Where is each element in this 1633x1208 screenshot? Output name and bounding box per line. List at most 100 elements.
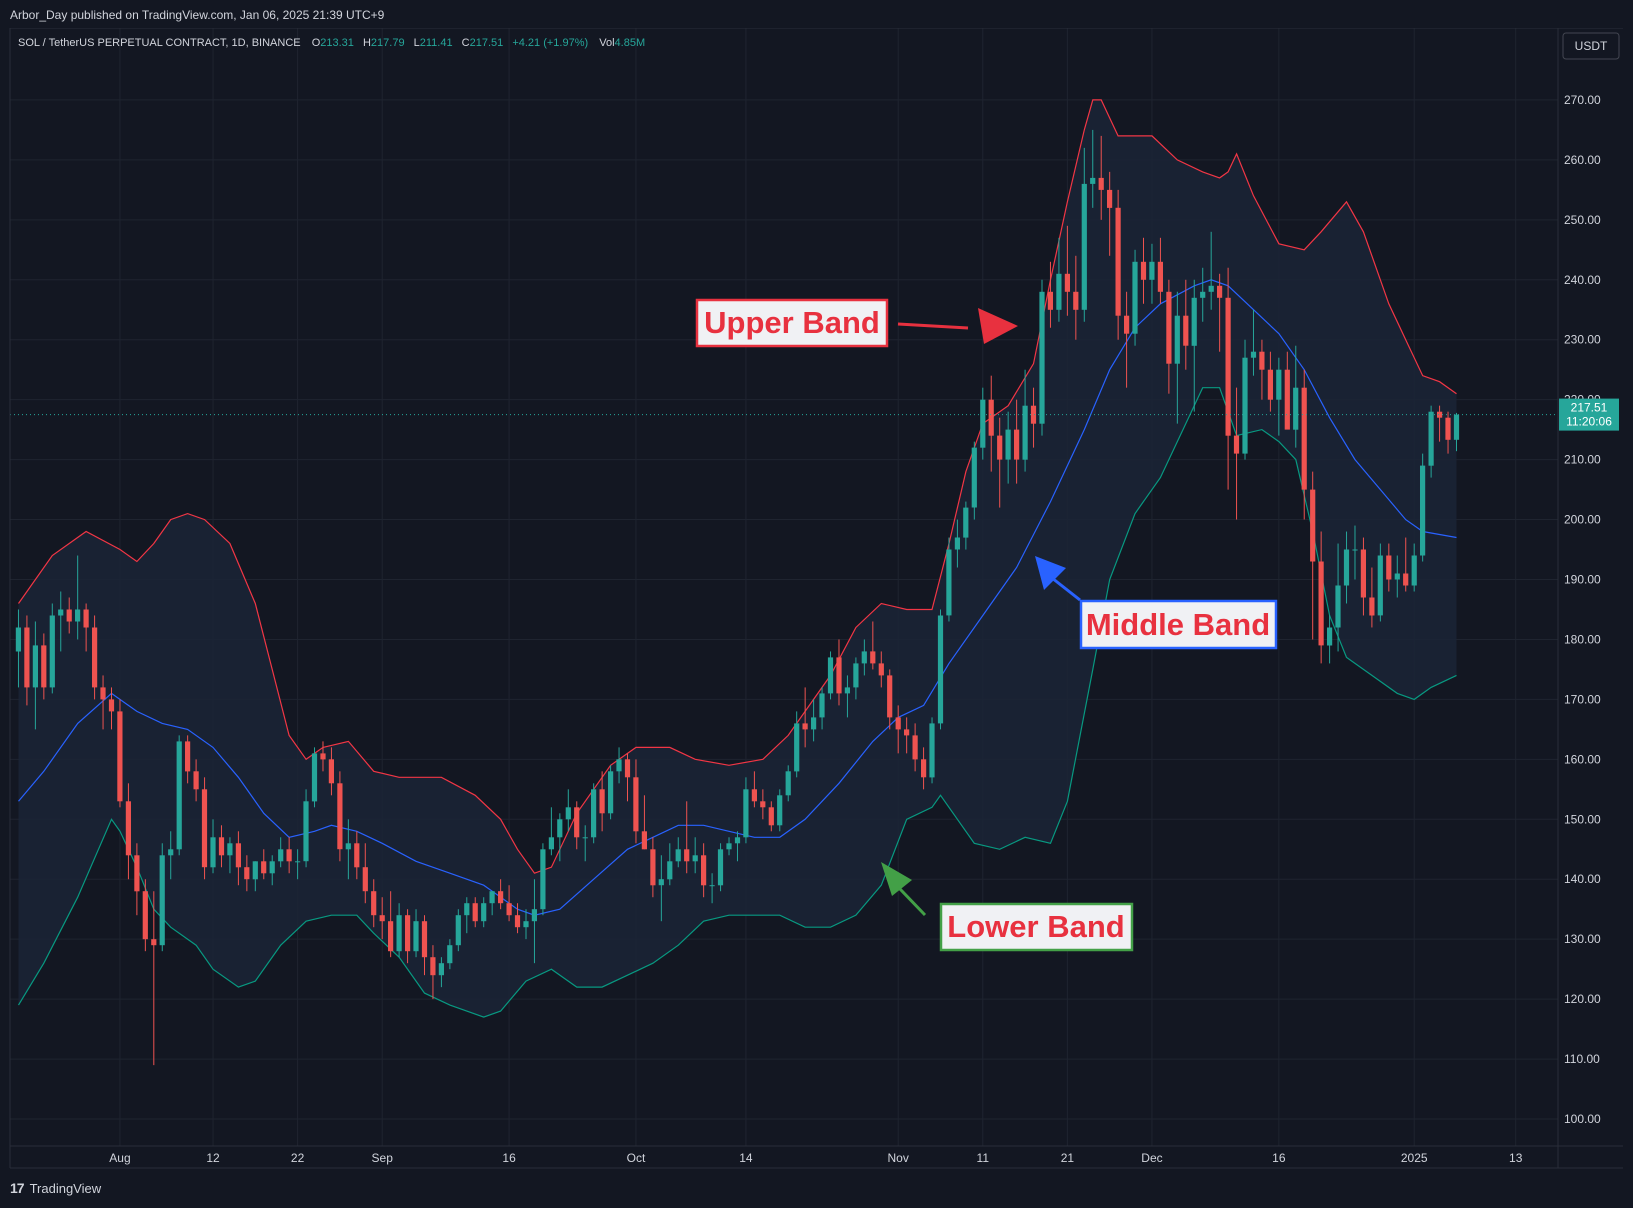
- candle-body: [887, 675, 893, 718]
- candle: [1132, 249, 1138, 346]
- candle: [574, 801, 580, 850]
- candle: [252, 861, 258, 892]
- time-tick-label: Dec: [1141, 1151, 1162, 1165]
- time-tick-label: 22: [291, 1151, 305, 1165]
- candle-body: [252, 861, 258, 880]
- candle-body: [523, 921, 529, 928]
- price-tick-label: 160.00: [1564, 752, 1601, 766]
- candle: [49, 603, 55, 694]
- candle-body: [760, 801, 766, 808]
- low-label: L: [414, 37, 420, 49]
- candle: [235, 831, 241, 886]
- candle: [1453, 412, 1460, 452]
- price-tick-label: 140.00: [1564, 872, 1601, 886]
- candle-body: [269, 861, 275, 874]
- candle: [32, 621, 38, 730]
- candle: [185, 735, 191, 784]
- open-value: 213.31: [320, 37, 354, 49]
- candle: [988, 375, 994, 472]
- candle-body: [1115, 207, 1121, 316]
- candle: [1318, 531, 1324, 664]
- candle: [751, 771, 757, 808]
- time-tick-label: 21: [1061, 1151, 1075, 1165]
- candle: [1157, 237, 1163, 304]
- candle-body: [701, 855, 707, 886]
- candle-body: [734, 837, 741, 844]
- candle: [582, 825, 588, 862]
- candle: [963, 501, 969, 550]
- candle-body: [1047, 291, 1053, 310]
- time-axis[interactable]: Aug 12 22 Sep 16 Oct 14 Nov 11 21 Dec 16 2025 13: [109, 1151, 1522, 1165]
- candle: [108, 687, 115, 730]
- candle-body: [954, 537, 960, 550]
- candle: [379, 897, 385, 940]
- candle: [912, 723, 918, 772]
- candle: [1403, 537, 1409, 592]
- candles-group: [15, 129, 1460, 1066]
- candle-body: [650, 849, 656, 886]
- candle: [506, 885, 512, 922]
- candle-body: [1233, 435, 1240, 454]
- volume-label: Vol: [599, 37, 614, 49]
- candle-body: [489, 891, 495, 904]
- candle: [83, 603, 89, 652]
- candle: [895, 705, 901, 754]
- candle-body: [286, 849, 292, 862]
- candle-body: [1293, 387, 1299, 430]
- price-axis[interactable]: 270.00260.00250.00240.00230.00220.00210.…: [1564, 93, 1601, 1126]
- candle-body: [244, 867, 250, 880]
- annotation-middle-band[interactable]: Middle Band: [1079, 599, 1278, 650]
- candle-body: [379, 915, 385, 922]
- candle: [498, 879, 504, 910]
- candle-body: [1183, 315, 1189, 346]
- candle: [1200, 267, 1206, 322]
- price-tick-label: 110.00: [1564, 1052, 1600, 1066]
- candle-body: [1369, 597, 1375, 616]
- candle-body: [1107, 189, 1113, 208]
- high-label: H: [363, 37, 371, 49]
- candle-body: [15, 627, 21, 652]
- tradingview-watermark[interactable]: 17 TradingView: [10, 1180, 101, 1196]
- candle: [269, 855, 275, 886]
- candle: [1437, 405, 1443, 442]
- candle-body: [1039, 291, 1045, 424]
- candle: [523, 909, 529, 940]
- candle-body: [295, 861, 301, 863]
- candle-body: [827, 657, 834, 694]
- candle-body: [261, 861, 267, 874]
- candle: [354, 831, 360, 880]
- time-tick-label: 12: [206, 1151, 220, 1165]
- candle-body: [1301, 387, 1307, 490]
- candle: [1284, 351, 1290, 430]
- candle-body: [481, 903, 487, 922]
- annotation-upper-band[interactable]: Upper Band: [695, 298, 889, 348]
- candle-body: [371, 891, 377, 916]
- candle-body: [667, 861, 673, 880]
- annotation-lower-band[interactable]: Lower Band: [939, 902, 1134, 952]
- candle: [430, 945, 436, 1000]
- candle-body: [210, 837, 216, 868]
- candle-body: [125, 801, 131, 856]
- candle-body: [1437, 411, 1443, 418]
- candle: [176, 735, 182, 856]
- candle: [142, 879, 148, 952]
- candle-body: [1352, 549, 1358, 551]
- candle: [1233, 387, 1240, 520]
- candle: [227, 837, 233, 874]
- candle: [1098, 135, 1104, 220]
- candle-body: [227, 843, 233, 856]
- time-tick-label: Aug: [109, 1151, 130, 1165]
- price-tick-label: 210.00: [1564, 453, 1601, 467]
- candle: [481, 897, 487, 928]
- time-tick-label: 2025: [1401, 1151, 1428, 1165]
- symbol-legend[interactable]: SOL / TetherUS PERPETUAL CONTRACT, 1D, B…: [18, 37, 645, 49]
- candle-body: [1335, 585, 1341, 628]
- currency-button[interactable]: USDT: [1562, 32, 1620, 60]
- annotation-lower-band-label: Lower Band: [947, 909, 1124, 944]
- candle: [168, 831, 174, 880]
- candle: [760, 789, 766, 820]
- candle: [887, 669, 893, 730]
- volume-value: 4.85M: [615, 37, 646, 49]
- candle: [929, 717, 935, 784]
